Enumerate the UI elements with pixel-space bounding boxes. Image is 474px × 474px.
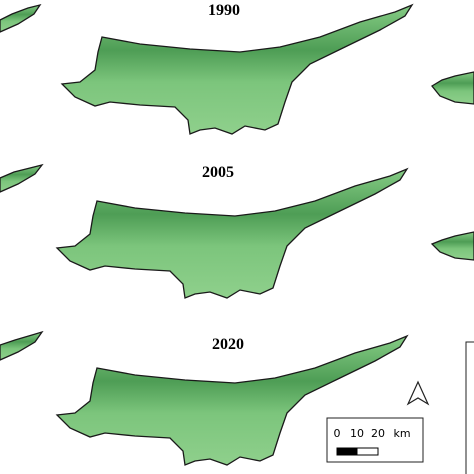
map-year: 1990	[208, 2, 240, 19]
scale-bar: 0 10 20 km	[326, 417, 424, 463]
partial-maps	[0, 3, 474, 361]
scale-label: 20	[371, 427, 385, 440]
island-2005	[56, 168, 408, 299]
island-1990	[61, 4, 413, 135]
map-year: 2020	[212, 336, 244, 353]
map-year: 2005	[202, 164, 234, 181]
scale-unit: km	[393, 427, 410, 440]
scale-label: 0	[334, 427, 341, 440]
scale-label: 10	[350, 427, 364, 440]
legend-frame	[465, 341, 474, 474]
north-arrow	[406, 380, 430, 406]
